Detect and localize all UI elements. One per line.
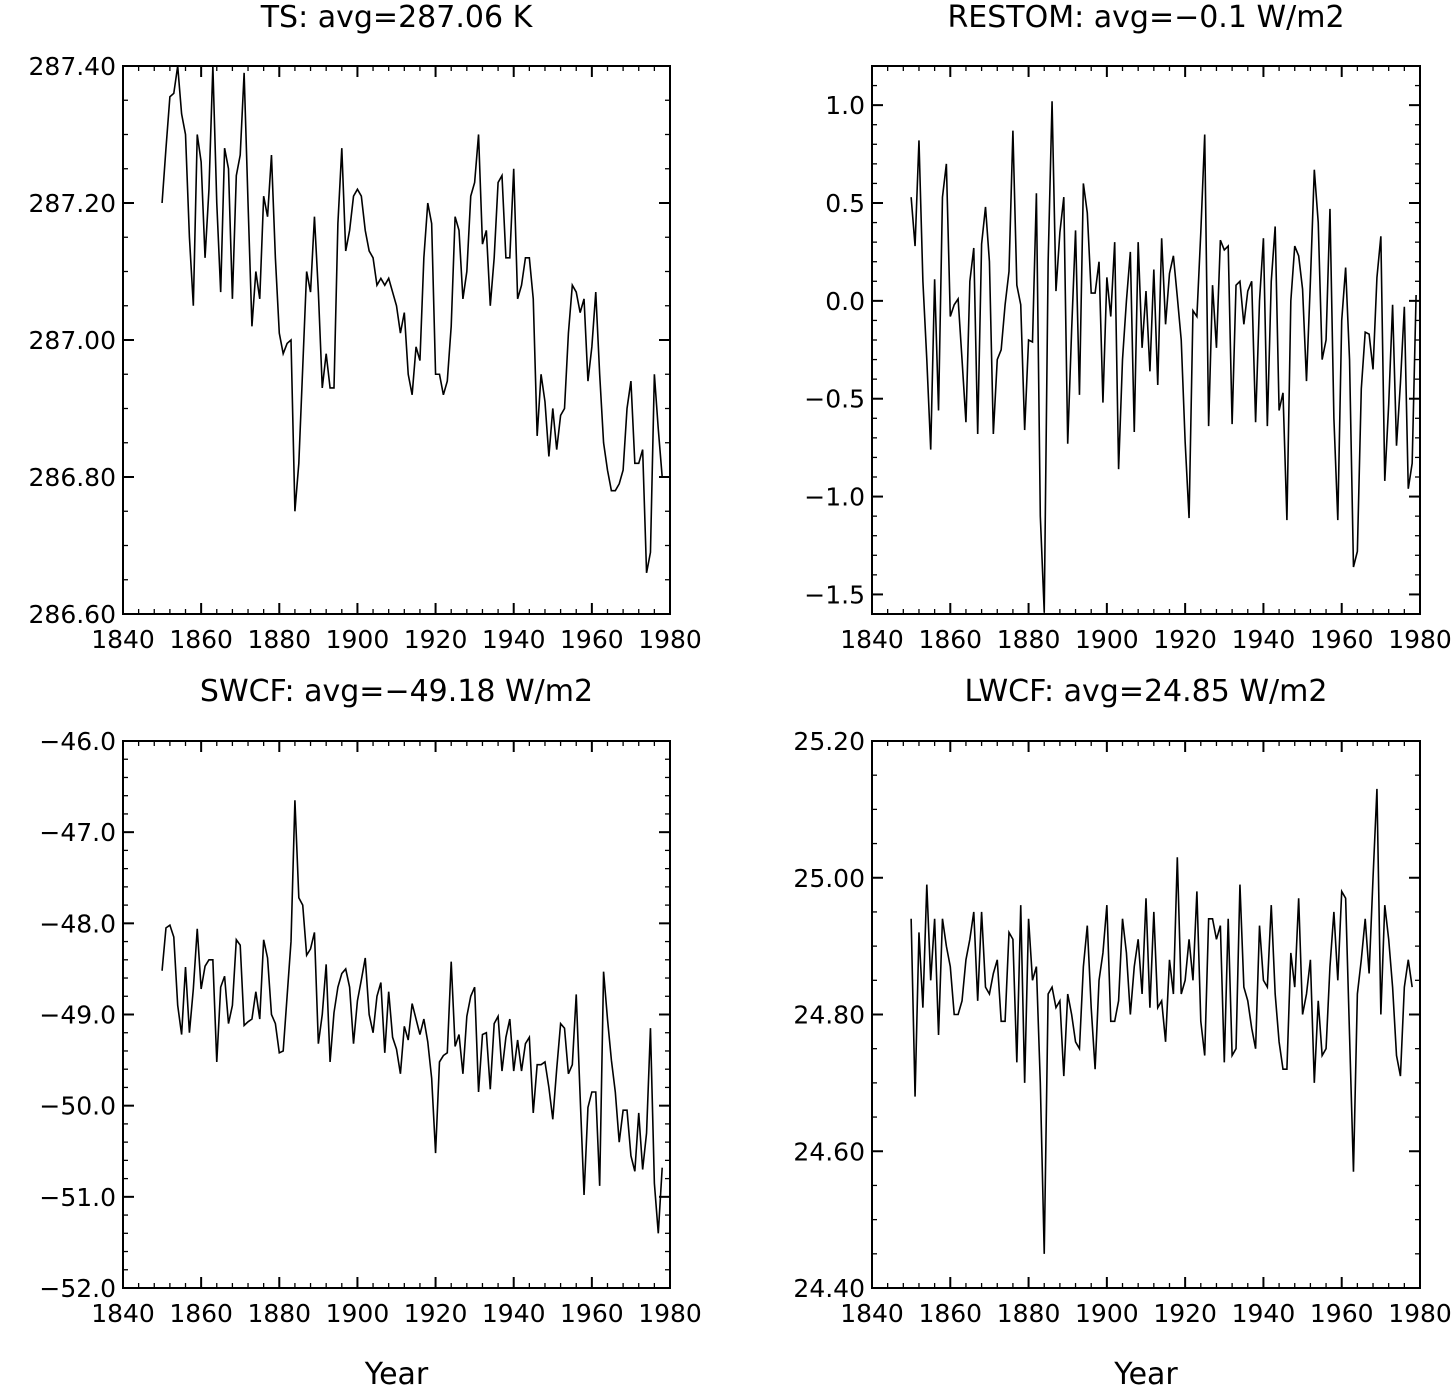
panel-title: TS: avg=287.06 K xyxy=(260,0,534,35)
x-axis-label: Year xyxy=(1113,1357,1178,1386)
x-tick-label: 1840 xyxy=(840,625,904,654)
y-tick-label: −50.0 xyxy=(39,1092,116,1121)
series-line xyxy=(910,101,1417,613)
x-tick-label: 1920 xyxy=(1153,1299,1217,1328)
panel-swcf: SWCF: avg=−49.18 W/m2 1840 1860 1880 1900 19… xyxy=(39,674,701,1386)
x-tick-label: 1960 xyxy=(1310,625,1374,654)
y-tick-label: −0.5 xyxy=(804,385,865,414)
panel-ts: TS: avg=287.06 K 1840 1860 1880 1900 1920 194… xyxy=(29,0,702,654)
y-tick-label: 287.00 xyxy=(29,326,116,355)
ticks-layer: 1840 1860 1880 1900 1920 1940 1960 1980 −52.0 −51… xyxy=(39,727,701,1328)
plot-frame xyxy=(871,65,1421,615)
y-tick-label: 0.5 xyxy=(825,189,865,218)
panel-restom: RESTOM: avg=−0.1 W/m2 1840 1860 1880 1900 19… xyxy=(804,0,1452,654)
panel-lwcf: LWCF: avg=24.85 W/m2 1840 1860 1880 1900 192… xyxy=(793,674,1451,1386)
panel-title: LWCF: avg=24.85 W/m2 xyxy=(965,674,1328,709)
series-line xyxy=(161,65,663,574)
panel-title: SWCF: avg=−49.18 W/m2 xyxy=(200,674,593,709)
y-tick-label: 24.80 xyxy=(793,1001,865,1030)
y-tick-label: −48.0 xyxy=(39,909,116,938)
x-tick-label: 1840 xyxy=(91,1299,155,1328)
y-tick-label: −47.0 xyxy=(39,818,116,847)
x-tick-label: 1880 xyxy=(247,1299,311,1328)
y-tick-label: 0.0 xyxy=(825,287,865,316)
x-tick-label: 1880 xyxy=(997,1299,1061,1328)
x-tick-label: 1840 xyxy=(91,625,155,654)
y-tick-label: 287.40 xyxy=(29,52,116,81)
x-tick-label: 1840 xyxy=(840,1299,904,1328)
x-tick-label: 1940 xyxy=(482,1299,546,1328)
x-tick-label: 1900 xyxy=(326,625,390,654)
ticks-layer: 1840 1860 1880 1900 1920 1940 1960 1980 286.60 28… xyxy=(29,52,702,654)
x-tick-label: 1900 xyxy=(1075,625,1139,654)
y-tick-label: −1.0 xyxy=(804,483,865,512)
x-tick-label: 1940 xyxy=(1232,625,1296,654)
x-tick-label: 1860 xyxy=(918,1299,982,1328)
x-tick-label: 1980 xyxy=(1388,625,1452,654)
plot-frame xyxy=(122,740,671,1289)
ticks-layer: 1840 1860 1880 1900 1920 1940 1960 1980 24.40 24.… xyxy=(793,727,1451,1328)
y-tick-label: 286.80 xyxy=(29,463,116,492)
x-tick-label: 1860 xyxy=(918,625,982,654)
y-tick-label: −46.0 xyxy=(39,727,116,756)
x-tick-label: 1880 xyxy=(247,625,311,654)
x-tick-label: 1980 xyxy=(638,1299,702,1328)
y-tick-label: −49.0 xyxy=(39,1001,116,1030)
x-tick-label: 1940 xyxy=(482,625,546,654)
x-tick-label: 1900 xyxy=(1075,1299,1139,1328)
series-line xyxy=(161,800,663,1234)
x-tick-label: 1980 xyxy=(638,625,702,654)
x-tick-label: 1860 xyxy=(169,1299,233,1328)
y-tick-label: 24.40 xyxy=(793,1274,865,1303)
y-tick-label: 24.60 xyxy=(793,1137,865,1166)
x-tick-label: 1940 xyxy=(1232,1299,1296,1328)
y-tick-label: 25.20 xyxy=(793,727,865,756)
x-tick-label: 1860 xyxy=(169,625,233,654)
x-tick-label: 1920 xyxy=(404,625,468,654)
y-tick-label: −1.5 xyxy=(804,580,865,609)
x-axis-label: Year xyxy=(364,1357,429,1386)
y-tick-label: −51.0 xyxy=(39,1183,116,1212)
x-tick-label: 1880 xyxy=(997,625,1061,654)
x-tick-label: 1960 xyxy=(1310,1299,1374,1328)
series-layer xyxy=(161,800,663,1234)
y-tick-label: 286.60 xyxy=(29,600,116,629)
series-layer xyxy=(161,65,663,574)
y-tick-label: 287.20 xyxy=(29,189,116,218)
plot-frame xyxy=(871,740,1421,1289)
x-tick-label: 1980 xyxy=(1388,1299,1452,1328)
x-tick-label: 1920 xyxy=(404,1299,468,1328)
panel-title: RESTOM: avg=−0.1 W/m2 xyxy=(947,0,1344,35)
y-tick-label: 1.0 xyxy=(825,91,865,120)
series-layer xyxy=(910,788,1413,1254)
x-tick-label: 1960 xyxy=(560,1299,624,1328)
plot-frame xyxy=(122,65,671,615)
series-layer xyxy=(910,101,1417,613)
x-tick-label: 1920 xyxy=(1153,625,1217,654)
series-line xyxy=(910,788,1413,1254)
x-tick-label: 1900 xyxy=(326,1299,390,1328)
x-tick-label: 1960 xyxy=(560,625,624,654)
y-tick-label: −52.0 xyxy=(39,1274,116,1303)
y-tick-label: 25.00 xyxy=(793,864,865,893)
